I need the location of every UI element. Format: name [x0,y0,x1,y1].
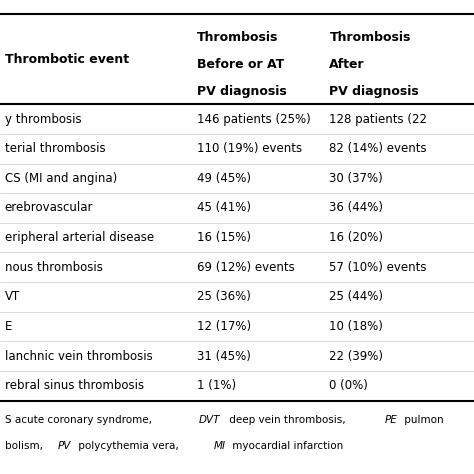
Text: Before or AT: Before or AT [197,58,284,71]
Text: 1 (1%): 1 (1%) [197,379,236,392]
Text: 12 (17%): 12 (17%) [197,320,251,333]
Text: 110 (19%) events: 110 (19%) events [197,142,302,155]
Text: 36 (44%): 36 (44%) [329,201,383,214]
Text: MI: MI [213,441,225,451]
Text: terial thrombosis: terial thrombosis [5,142,105,155]
Text: 45 (41%): 45 (41%) [197,201,251,214]
Text: 31 (45%): 31 (45%) [197,350,251,363]
Text: erebrovascular: erebrovascular [5,201,93,214]
Text: 82 (14%) events: 82 (14%) events [329,142,427,155]
Text: S acute coronary syndrome,: S acute coronary syndrome, [5,415,155,425]
Text: 69 (12%) events: 69 (12%) events [197,261,294,273]
Text: 57 (10%) events: 57 (10%) events [329,261,427,273]
Text: Thrombosis: Thrombosis [329,31,411,44]
Text: CS (MI and angina): CS (MI and angina) [5,172,117,185]
Text: 49 (45%): 49 (45%) [197,172,251,185]
Text: 146 patients (25%): 146 patients (25%) [197,113,310,126]
Text: 30 (37%): 30 (37%) [329,172,383,185]
Text: 0 (0%): 0 (0%) [329,379,368,392]
Text: Thrombosis: Thrombosis [197,31,278,44]
Text: eripheral arterial disease: eripheral arterial disease [5,231,154,244]
Text: DVT: DVT [199,415,220,425]
Text: bolism,: bolism, [5,441,46,451]
Text: After: After [329,58,365,71]
Text: deep vein thrombosis,: deep vein thrombosis, [227,415,349,425]
Text: PV diagnosis: PV diagnosis [197,85,286,98]
Text: PV: PV [58,441,72,451]
Text: lanchnic vein thrombosis: lanchnic vein thrombosis [5,350,153,363]
Text: PV diagnosis: PV diagnosis [329,85,419,98]
Text: 25 (44%): 25 (44%) [329,291,383,303]
Text: 25 (36%): 25 (36%) [197,291,251,303]
Text: polycythemia vera,: polycythemia vera, [75,441,182,451]
Text: Thrombotic event: Thrombotic event [5,53,129,66]
Text: 16 (20%): 16 (20%) [329,231,383,244]
Text: myocardial infarction: myocardial infarction [229,441,343,451]
Text: E: E [5,320,12,333]
Text: pulmon: pulmon [401,415,444,425]
Text: 22 (39%): 22 (39%) [329,350,383,363]
Text: rebral sinus thrombosis: rebral sinus thrombosis [5,379,144,392]
Text: 10 (18%): 10 (18%) [329,320,383,333]
Text: 16 (15%): 16 (15%) [197,231,251,244]
Text: PE: PE [385,415,398,425]
Text: nous thrombosis: nous thrombosis [5,261,102,273]
Text: 128 patients (22: 128 patients (22 [329,113,428,126]
Text: VT: VT [5,291,20,303]
Text: y thrombosis: y thrombosis [5,113,82,126]
